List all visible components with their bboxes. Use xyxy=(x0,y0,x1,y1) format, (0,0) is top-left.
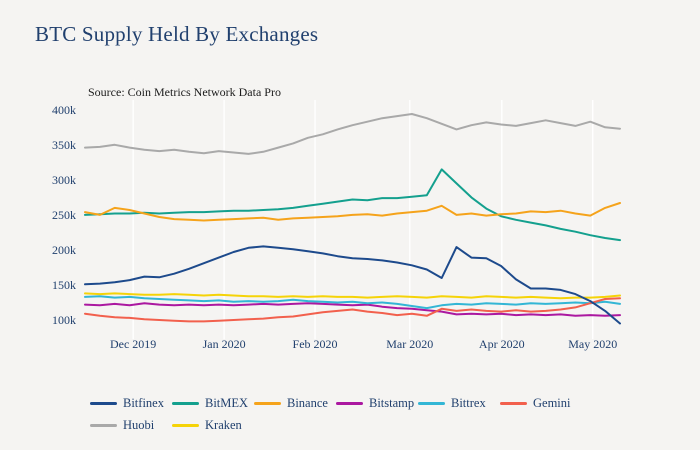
chart-title: BTC Supply Held By Exchanges xyxy=(35,22,319,46)
y-axis-tick-label: 100k xyxy=(52,313,76,327)
x-axis-tick-label: Apr 2020 xyxy=(479,337,525,351)
legend-swatch-icon xyxy=(336,402,363,405)
series-line-bitstamp xyxy=(84,302,621,317)
x-axis-tick-label: May 2020 xyxy=(568,337,617,351)
legend-swatch-icon xyxy=(418,402,445,405)
legend-swatch-icon xyxy=(254,402,281,405)
series-line-bitfinex xyxy=(84,245,621,325)
legend-item-bittrex[interactable]: Bittrex xyxy=(418,396,500,411)
legend-label: Bitstamp xyxy=(369,396,415,410)
legend-item-huobi[interactable]: Huobi xyxy=(90,418,172,433)
y-axis-tick-label: 150k xyxy=(52,278,76,292)
x-axis-tick-label: Mar 2020 xyxy=(386,337,433,351)
y-axis-tick-label: 300k xyxy=(52,173,76,187)
series-line-bitmex xyxy=(84,168,621,242)
x-axis-tick-label: Jan 2020 xyxy=(203,337,246,351)
legend-label: Bittrex xyxy=(451,396,486,410)
legend-item-bitstamp[interactable]: Bitstamp xyxy=(336,396,418,411)
legend-label: Gemini xyxy=(533,396,571,410)
legend-swatch-icon xyxy=(172,402,199,405)
legend-swatch-icon xyxy=(90,402,117,405)
series-line-huobi xyxy=(84,113,621,155)
series-line-binance xyxy=(84,202,621,222)
legend-label: BitMEX xyxy=(205,396,249,410)
legend-label: Binance xyxy=(287,396,328,410)
legend-swatch-icon xyxy=(90,424,117,427)
legend-item-gemini[interactable]: Gemini xyxy=(500,396,582,411)
legend-label: Kraken xyxy=(205,418,242,432)
legend-item-kraken[interactable]: Kraken xyxy=(172,418,254,433)
series-line-gemini xyxy=(84,297,621,323)
legend-swatch-icon xyxy=(500,402,527,405)
legend-label: Huobi xyxy=(123,418,155,432)
legend-label: Bitfinex xyxy=(123,396,164,410)
legend-item-bitmex[interactable]: BitMEX xyxy=(172,396,254,411)
legend-item-binance[interactable]: Binance xyxy=(254,396,336,411)
chart-source: Source: Coin Metrics Network Data Pro xyxy=(88,85,281,99)
series-line-bittrex xyxy=(84,295,621,310)
x-axis-tick-label: Dec 2019 xyxy=(110,337,156,351)
y-axis-tick-label: 400k xyxy=(52,103,76,117)
legend-swatch-icon xyxy=(172,424,199,427)
y-axis-tick-label: 350k xyxy=(52,138,76,152)
y-axis-tick-label: 250k xyxy=(52,208,76,222)
x-axis-tick-label: Feb 2020 xyxy=(293,337,338,351)
y-axis-tick-label: 200k xyxy=(52,243,76,257)
series-line-kraken xyxy=(84,292,621,300)
legend-item-bitfinex[interactable]: Bitfinex xyxy=(90,396,172,411)
chart-legend: Bitfinex BitMEX Binance Bitstamp Bittrex Gemi… xyxy=(90,396,602,433)
